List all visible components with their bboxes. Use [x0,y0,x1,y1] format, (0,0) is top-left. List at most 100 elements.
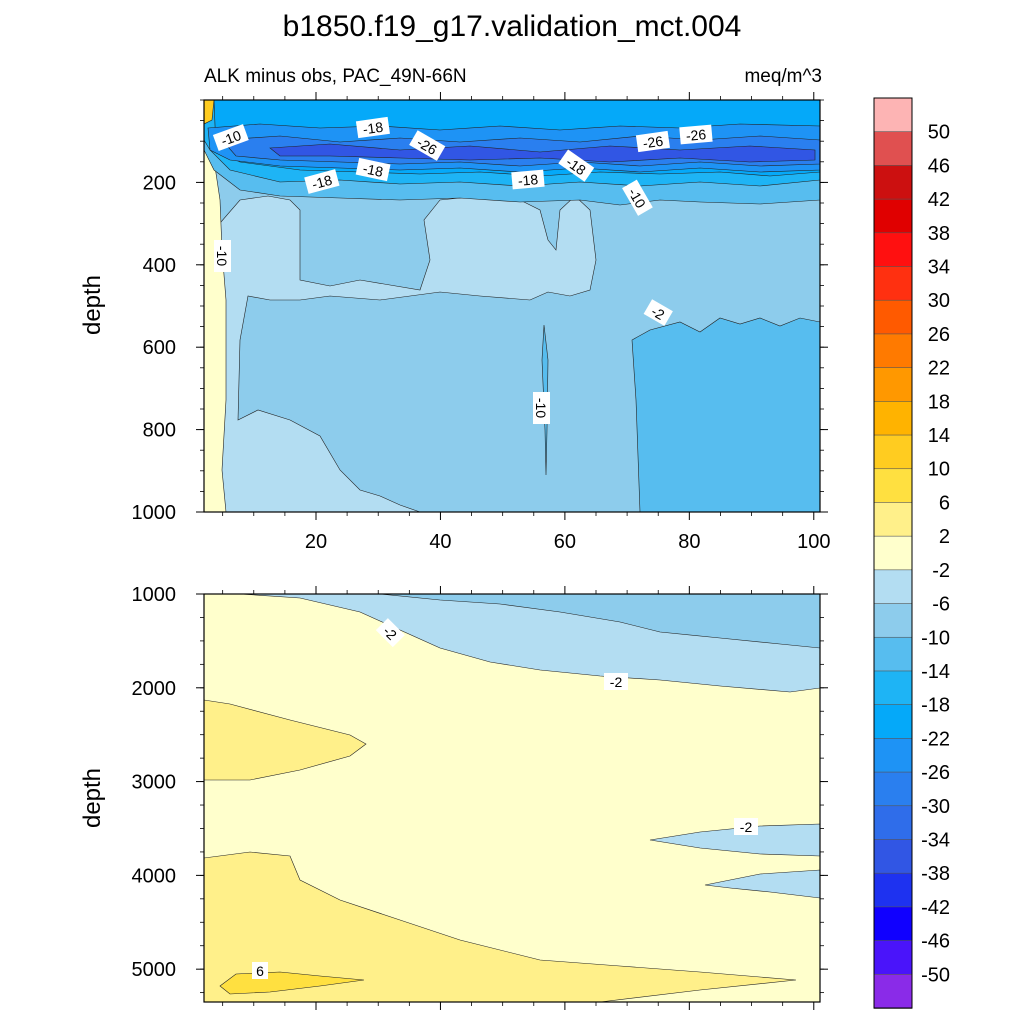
top-x-tick-label: 40 [429,531,451,553]
colorbar-swatch [873,569,913,605]
top-y-axis-title: depth [79,275,106,335]
bottom-tongue-1 [649,823,820,857]
bottom-y-axis: 1000 2000 3000 4000 5000 [132,584,828,994]
bottom-contour-labels: -2 -2 -2 6 [252,618,758,979]
colorbar-level-label: 50 [928,122,950,144]
colorbar-level-label: 34 [928,257,950,279]
contour-label-text: -2 [740,819,753,835]
top-contour-labels: -10 -18-26-18-26-18-18-26-10-18-10-2-10 [212,116,713,424]
colorbar-level-label: -46 [921,931,950,953]
colorbar-swatch [873,333,913,369]
top-y-tick-label: 600 [143,337,176,359]
chart-title: b1850.f19_g17.validation_mct.004 [283,10,742,43]
colorbar-level-label: -22 [921,728,950,750]
contour-label-text: -18 [517,171,539,189]
contour-label: -2 [643,299,673,326]
contour-label-text: -10 [214,246,230,266]
colorbar-level-label: 14 [928,425,950,447]
colorbar-level-label: -2 [932,560,950,582]
contour-label-text: -26 [685,126,707,144]
top-y-tick-label: 1000 [132,502,177,524]
colorbar-level-label: 22 [928,358,950,380]
colorbar-swatch [873,872,913,908]
colorbar-swatch [873,401,913,436]
colorbar-swatch [873,502,913,537]
contour-label-text: 6 [256,963,264,979]
bottom-y-tick-label: 3000 [132,772,177,794]
colorbar-level-label: 10 [928,459,950,481]
contour-label: -18 [355,116,390,139]
bottom-warm-lobe-1 [204,699,367,781]
colorbar-level-label: -38 [921,863,950,885]
colorbar-level-label: -14 [921,661,950,683]
colorbar-swatch [873,906,913,942]
bottom-blue-fill [379,594,820,649]
colorbar-level-label: 18 [928,391,950,413]
contour-label-box [635,130,670,153]
colorbar-swatch [873,266,913,302]
contour-label-text: -2 [610,674,623,690]
bottom-contour-fills [204,594,820,1002]
top-y-axis: 200 400 600 800 1000 [132,99,828,524]
contour-label: -10 [212,124,249,151]
contour-label-text: -26 [642,133,664,152]
contour-label-box [214,240,231,272]
contour-label-box [558,149,595,182]
colorbar-level-label: 30 [928,290,950,312]
top-x-tick-label: 100 [797,531,830,553]
contour-label: -10 [214,240,231,272]
contour-label: -2 [604,673,628,690]
contour-label-box [355,116,390,139]
contour-label: -2 [734,818,758,835]
colorbar-level-label: 38 [928,223,950,245]
contour-label: -26 [635,130,670,153]
top-x-tick-label: 80 [678,531,700,553]
colorbar-swatch [873,367,913,403]
contour-label: -18 [511,169,545,190]
colorbar-swatch [873,165,913,200]
colorbar-swatch [873,299,913,335]
bottom-y-tick-label: 2000 [132,678,177,700]
colorbar-swatch [873,198,913,234]
subtitle-left: ALK minus obs, PAC_49N-66N [204,66,467,87]
colorbar-level-label: 6 [939,492,950,514]
contour-label-text: -18 [310,172,334,193]
top-panel: 200 400 600 800 1000 20 40 60 80 100 -10 -18 -26 -1… [79,92,830,553]
colorbar-swatch [873,704,913,740]
contour-label-box [212,124,249,151]
colorbar-swatch [873,805,913,841]
colorbar-frame [873,97,913,1009]
colorbar-swatch [873,131,913,167]
contour-label: -10 [533,392,550,424]
top-y-tick-label: 400 [143,255,176,277]
top-nw-corner [204,100,215,125]
colorbar-swatch [873,636,913,672]
contour-label-text: -10 [219,127,244,149]
colorbar-swatch [873,839,913,874]
colorbar-swatch [873,434,913,470]
contour-label: -26 [679,124,713,145]
contour-label-box [511,169,545,190]
contour-label-box [409,130,446,161]
contour-label-box [252,962,268,979]
top-x-tick-label: 20 [305,531,327,553]
colorbar-level-label: 2 [939,526,950,548]
colorbar-swatch [873,973,913,1009]
colorbar: 50 46 42 38 34 30 26 22 18 14 10 6 2 -2 -6 -10 -14 -18 -22… [873,97,950,1009]
colorbar-swatch [873,535,913,571]
bottom-y-tick-label: 5000 [132,959,177,981]
bottom-tongue-2 [704,869,820,899]
colorbar-level-label: -6 [932,594,950,616]
contour-label-box [604,673,628,690]
bottom-frame [203,593,821,1003]
colorbar-level-label: 42 [928,189,950,211]
bottom-y-axis-title: depth [79,768,106,828]
bottom-x-axis [222,586,815,1010]
contour-label: 6 [252,962,268,979]
contour-label-box [734,818,758,835]
colorbar-swatch [873,603,913,639]
colorbar-level-label: -10 [921,627,950,649]
bottom-warm-lobe-2 [204,851,797,1002]
colorbar-swatch [873,670,913,706]
colorbar-level-label: -18 [921,695,950,717]
